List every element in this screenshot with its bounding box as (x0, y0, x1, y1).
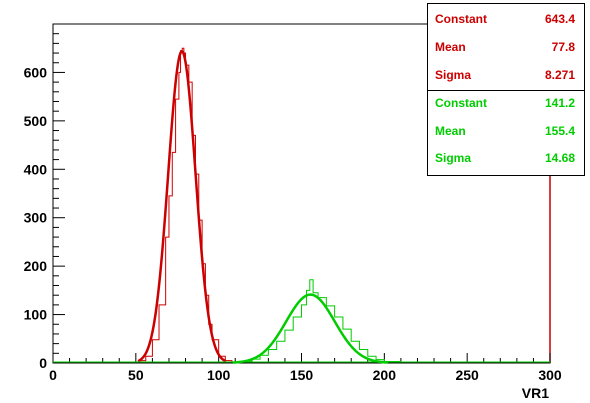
stats-value: 141.2 (544, 96, 575, 110)
stats-value: 77.8 (551, 40, 575, 54)
y-tick-label: 0 (39, 355, 47, 371)
stats-label: Constant (435, 12, 487, 26)
gaussian-fit-curve (232, 293, 389, 364)
x-tick-label: 150 (290, 367, 314, 383)
x-tick-label: 0 (49, 367, 57, 383)
x-axis: 0 50 100 150 200 250 300 (49, 353, 562, 383)
x-tick-label: 50 (128, 367, 144, 383)
x-tick-label: 300 (538, 367, 562, 383)
series-1 (53, 279, 550, 364)
stats-box-red: Constant 643.4 Mean 77.8 Sigma 8.271 (427, 3, 585, 93)
y-tick-label: 300 (24, 210, 48, 226)
x-tick-label: 250 (455, 367, 479, 383)
x-tick-label: 100 (207, 367, 231, 383)
y-tick-label: 500 (24, 113, 48, 129)
stats-label: Constant (435, 96, 487, 110)
stats-label: Sigma (435, 68, 472, 82)
y-tick-label: 400 (24, 161, 48, 177)
stats-value: 14.68 (544, 151, 575, 165)
x-axis-label: VR1 (522, 385, 549, 401)
series-layer (53, 47, 550, 364)
stats-value: 643.4 (544, 12, 575, 26)
y-tick-label: 600 (24, 64, 48, 80)
histogram-line (139, 47, 233, 363)
y-tick-label: 200 (24, 258, 48, 274)
x-tick-label: 200 (373, 367, 397, 383)
y-tick-label: 100 (24, 307, 48, 323)
stats-label: Mean (435, 40, 466, 54)
stats-label: Mean (435, 124, 466, 138)
gaussian-fit-curve (137, 50, 227, 363)
stats-value: 8.271 (544, 68, 575, 82)
stats-box-green: Constant 141.2 Mean 155.4 Sigma 14.68 (427, 90, 585, 176)
stats-label: Sigma (435, 151, 472, 165)
stats-value: 155.4 (544, 124, 575, 138)
histogram-line (235, 279, 402, 363)
y-axis: 0 100 200 300 400 500 600 (24, 33, 65, 371)
